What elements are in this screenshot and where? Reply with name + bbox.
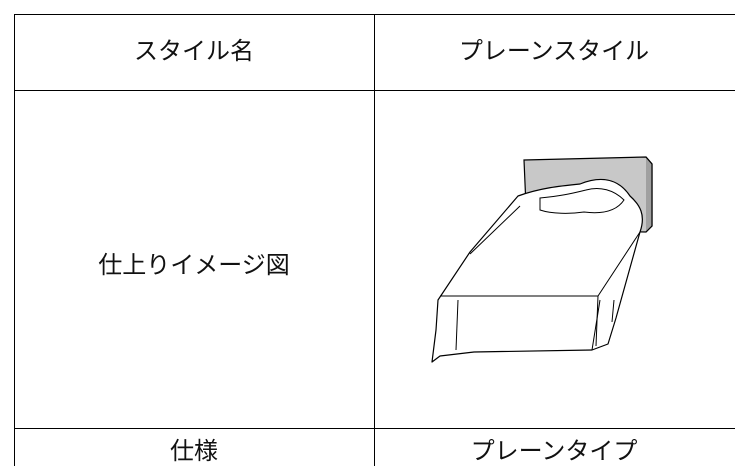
cell-value: プレーンスタイル [459, 37, 649, 65]
cell-label: スタイル名 [134, 37, 254, 65]
cell-value: プレーンタイプ [471, 437, 638, 465]
cell-label: 仕様 [170, 437, 218, 465]
bed-illustration [431, 156, 653, 363]
table-rules [14, 14, 735, 466]
cell-label: 仕上りイメージ図 [98, 251, 290, 279]
